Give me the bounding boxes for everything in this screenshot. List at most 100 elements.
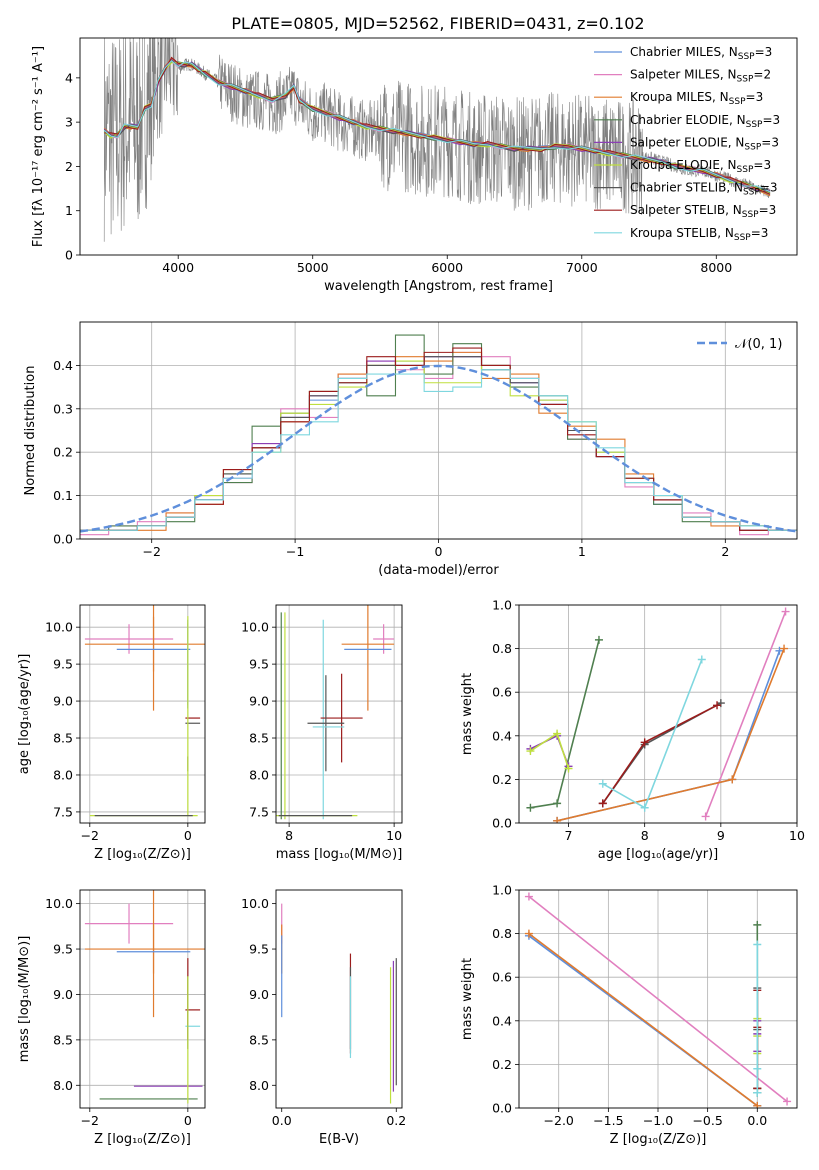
massweight-vs-Z-point-marker: [753, 1088, 762, 1097]
spectrum-legend-label: Kroupa STELIB, NSSP=3: [630, 226, 768, 243]
massweight-vs-Z-point-marker: [753, 1101, 762, 1108]
age-vs-Z-ytick-label: 7.5: [53, 804, 73, 819]
spectrum-legend-count: =3: [753, 158, 771, 172]
age-vs-Z-ytick-label: 9.5: [53, 657, 73, 672]
age-vs-mass-ytick-label: 7.5: [249, 804, 269, 819]
spectrum-data-line: [103, 38, 771, 242]
spectrum-legend-subscript: SSP: [743, 188, 760, 198]
mass-vs-ebv-ytick-label: 8.5: [249, 1032, 269, 1047]
massweight-vs-age-series-line: [556, 648, 785, 822]
residuals-xlabel: (data-model)/error: [378, 563, 499, 578]
massweight-vs-age-point-marker: [728, 775, 737, 784]
massweight-vs-Z-series-line: [528, 895, 788, 1103]
spectrum-xlabel: wavelength [Angstrom, rest frame]: [324, 279, 553, 294]
massweight-vs-age-point-marker: [701, 812, 710, 821]
age-vs-mass-ytick-label: 10.0: [241, 620, 269, 635]
massweight-vs-age-ytick-label: 0.2: [492, 772, 512, 787]
mass-vs-Z-ylabel: mass [log₁₀(M/M⊙)]: [17, 936, 32, 1063]
massweight-vs-age-series-line: [602, 702, 722, 804]
spectrum-legend-subscript: SSP: [738, 52, 755, 62]
residuals-ytick-label: 0.0: [53, 532, 73, 547]
spectrum-model-line: [103, 62, 771, 195]
age-vs-Z-xtick-label: 0: [184, 828, 192, 843]
residuals-xtick-label: −2: [142, 544, 160, 559]
age-vs-mass-xlabel: mass [log₁₀(M/M⊙)]: [276, 847, 403, 862]
age-vs-Z-ytick-label: 9.0: [53, 694, 73, 709]
age-vs-mass-ytick-label: 8.0: [249, 767, 269, 782]
mass-vs-Z-ytick-label: 8.0: [53, 1078, 73, 1093]
age-vs-mass-xtick-label: 8: [285, 828, 293, 843]
massweight-vs-age-point-marker: [598, 779, 607, 788]
massweight-vs-age-xtick-label: 7: [565, 828, 573, 843]
spectrum-frame: [79, 37, 798, 256]
massweight-vs-age-ytick-label: 1.0: [492, 598, 512, 613]
massweight-vs-age-series-line: [530, 639, 600, 809]
residuals-xtick-label: −1: [286, 544, 304, 559]
mass-vs-ebv-ytick-label: 9.5: [249, 942, 269, 957]
massweight-vs-age-point-marker: [553, 816, 562, 823]
age-vs-Z-ytick-label: 8.5: [53, 731, 73, 746]
mass-vs-Z-frame: [79, 889, 206, 1109]
spectrum-legend-subscript: SSP: [742, 210, 759, 220]
residuals-axes: −2 −1 0 1 2 0.0 0.1 0.2 0.3 0.4 (data-model)/error…: [23, 322, 797, 578]
age-vs-mass-ytick-label: 8.5: [249, 731, 269, 746]
massweight-vs-Z-point-marker: [524, 929, 533, 938]
mass-vs-Z-ytick-label: 9.5: [53, 942, 73, 957]
spectrum-legend-label: Chabrier MILES, NSSP=3: [630, 45, 772, 62]
spectrum-ytick-label: 4: [65, 70, 73, 85]
residuals-xtick-label: 0: [435, 544, 443, 559]
spectrum-legend-label: Salpeter ELODIE, NSSP=3: [630, 135, 779, 152]
age-vs-Z-axes: −2 0 7.5 8.0 8.5 9.0 9.5 10.0 Z [log₁₀(Z/Z⊙)] age…: [17, 605, 205, 862]
spectrum-legend-label: Chabrier ELODIE, NSSP=3: [630, 113, 780, 130]
age-vs-Z-xtick-label: −2: [81, 828, 99, 843]
massweight-vs-Z-axes: −2.0 −1.5 −1.0 −0.5 0.0 0.0 0.2 0.4 0.6 0.8 1.0 Z […: [460, 883, 797, 1147]
mass-vs-Z-xtick-label: 0: [184, 1113, 192, 1128]
mass-vs-ebv-ytick-label: 9.0: [249, 987, 269, 1002]
spectrum-xtick-label: 6000: [431, 260, 463, 275]
massweight-vs-Z-point-marker: [753, 920, 762, 929]
massweight-vs-Z-ytick-label: 1.0: [492, 883, 512, 898]
mass-vs-ebv-plot-area: [281, 903, 397, 1104]
massweight-vs-Z-point-marker: [753, 940, 762, 949]
age-vs-Z-ylabel: age [log₁₀(age/yr)]: [17, 654, 32, 775]
spectrum-ytick-label: 0: [65, 248, 73, 263]
spectrum-xtick-label: 8000: [700, 260, 732, 275]
massweight-vs-age-point-marker: [775, 646, 784, 655]
massweight-vs-age-xlabel: age [log₁₀(age/yr)]: [598, 847, 719, 862]
age-vs-mass-plot-area: [276, 605, 395, 820]
massweight-vs-Z-point-marker: [753, 1064, 762, 1073]
spectrum-xtick-label: 4000: [162, 260, 194, 275]
age-vs-mass-ytick-label: 9.5: [249, 657, 269, 672]
massweight-vs-age-axes: 7 8 9 10 0.0 0.2 0.4 0.6 0.8 1.0 age [log₁₀(age/yr…: [460, 598, 805, 863]
residuals-histogram: [80, 347, 797, 531]
massweight-vs-Z-ytick-label: 0.6: [492, 970, 512, 985]
mass-vs-ebv-frame: [275, 889, 403, 1109]
massweight-vs-Z-xtick-label: −0.5: [692, 1113, 722, 1128]
spectrum-legend-subscript: SSP: [746, 120, 763, 130]
massweight-vs-age-series-line: [704, 611, 787, 817]
massweight-vs-Z-ylabel: mass weight: [460, 958, 475, 1040]
figure-title: PLATE=0805, MJD=52562, FIBERID=0431, z=0…: [231, 14, 644, 33]
mass-vs-Z-ytick-label: 10.0: [45, 896, 73, 911]
mass-vs-ebv-axes: 0.0 0.2 8.0 8.5 9.0 9.5 10.0 E(B-V): [241, 896, 406, 1147]
massweight-vs-Z-frame: [518, 889, 798, 1109]
spectrum-legend-count: =3: [746, 90, 764, 104]
spectrum-model-line: [104, 56, 771, 195]
age-vs-Z-xlabel: Z [log₁₀(Z/Z⊙)]: [94, 847, 191, 862]
massweight-vs-age-ytick-label: 0.6: [492, 685, 512, 700]
residuals-histogram: [80, 369, 797, 531]
spectrum-axes: 4000 5000 6000 7000 8000 0 1 2 3 4 wavelength [Ang…: [31, 46, 732, 294]
residuals-xtick-label: 1: [578, 544, 586, 559]
massweight-vs-age-point-marker: [598, 799, 607, 808]
spectrum-legend-subscript: SSP: [744, 142, 761, 152]
mass-vs-ebv-xlabel: E(B-V): [319, 1132, 359, 1147]
massweight-vs-age-ytick-label: 0.8: [492, 641, 512, 656]
massweight-vs-Z-xtick-label: −1.5: [593, 1113, 623, 1128]
massweight-vs-age-point-marker: [713, 701, 722, 710]
massweight-vs-age-ylabel: mass weight: [460, 673, 475, 755]
massweight-vs-age-frame: [518, 604, 798, 824]
spectrum-ytick-label: 2: [65, 159, 73, 174]
spectrum-plot-area: [103, 38, 771, 242]
residuals-ytick-label: 0.3: [53, 401, 73, 416]
